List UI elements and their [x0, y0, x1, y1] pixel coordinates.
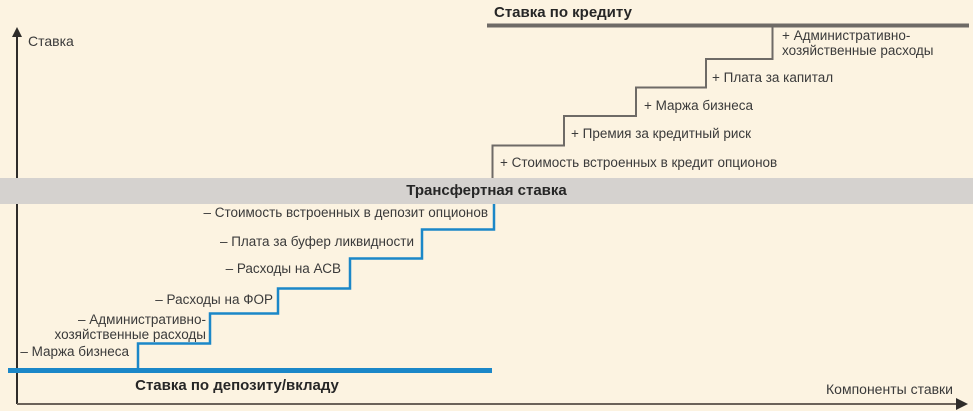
x-axis-label: Компоненты ставки: [826, 381, 953, 397]
deposit-staircase-line: [136, 204, 496, 369]
credit-step-label-capital-charge: + Плата за капитал: [712, 70, 834, 85]
transfer-rate-band: [0, 178, 973, 204]
x-axis-arrow-right-icon: [956, 398, 968, 410]
credit-rate-title: Ставка по кредиту: [494, 4, 632, 21]
deposit-step-label-liquidity-buffer: – Плата за буфер ликвидности: [219, 234, 414, 249]
y-axis-arrow-up-icon: [12, 27, 22, 37]
deposit-step-label-business-margin: – Маржа бизнеса: [20, 344, 129, 359]
credit-step-label-credit-risk-premium: + Премия за кредитный риск: [571, 126, 752, 141]
credit-step-label-business-margin: + Маржа бизнеса: [644, 98, 754, 113]
y-axis-line: [16, 30, 18, 404]
deposit-step-label-embedded-options: – Стоимость встроенных в депозит опционо…: [203, 205, 488, 220]
x-axis-line: [17, 403, 958, 405]
deposit-rate-title: Ставка по депозиту/вкладу: [135, 377, 339, 394]
deposit-step-label-admin-expenses: – Административно-хозяйственные расходы: [54, 312, 207, 342]
credit-step-label-admin-expenses: + Административно-хозяйственные расходы: [782, 28, 934, 58]
transfer-rate-title: Трансфертная ставка: [406, 182, 567, 199]
deposit-step-label-for-expenses: – Расходы на ФОР: [155, 292, 273, 307]
y-axis-label: Ставка: [28, 33, 74, 49]
credit-step-label-embedded-options: + Стоимость встроенных в кредит опционов: [500, 155, 778, 170]
deposit-step-label-asv-expenses: – Расходы на АСВ: [225, 261, 341, 276]
